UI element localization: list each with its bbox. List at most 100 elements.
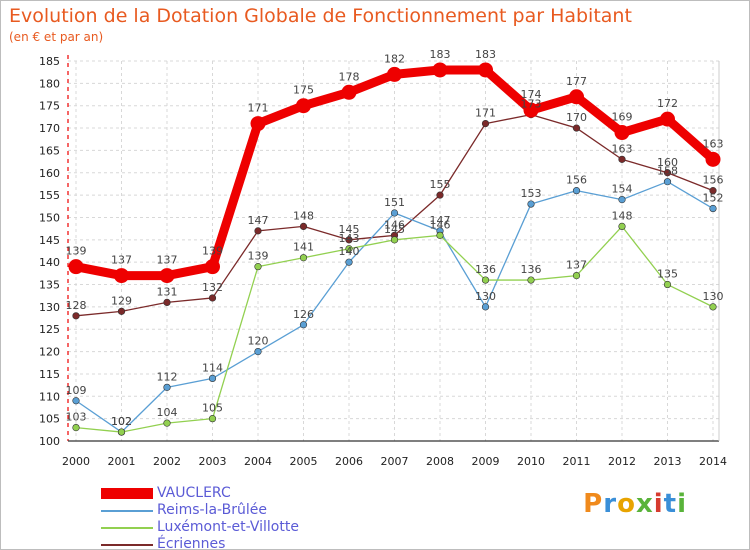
data-point — [481, 303, 490, 311]
data-point — [250, 116, 266, 132]
data-label: 158 — [657, 165, 678, 178]
legend-label: Reims-la-Brûlée — [157, 502, 267, 518]
data-point — [523, 102, 539, 118]
x-tick-label: 2011 — [563, 455, 591, 468]
data-label: 112 — [157, 370, 178, 383]
data-label: 103 — [66, 411, 87, 424]
data-label: 154 — [612, 183, 633, 196]
y-tick-label: 165 — [39, 144, 60, 157]
data-point — [660, 111, 675, 127]
logo-letter: t — [663, 489, 678, 519]
data-point — [163, 419, 171, 427]
data-point — [436, 191, 444, 199]
x-tick-label: 2003 — [199, 455, 227, 468]
data-label: 160 — [657, 156, 678, 169]
data-label: 139 — [66, 245, 87, 258]
data-point — [208, 415, 217, 423]
logo-letter: x — [635, 489, 654, 519]
logo-letter: r — [603, 489, 618, 519]
logo-letter: i — [677, 489, 687, 519]
y-tick-label: 130 — [39, 301, 60, 314]
y-tick-label: 185 — [39, 55, 60, 68]
legend-swatch — [101, 527, 153, 529]
data-label: 153 — [521, 187, 542, 200]
data-label: 139 — [202, 245, 223, 258]
data-point — [345, 258, 353, 266]
logo-letter: o — [617, 489, 636, 519]
x-tick-label: 2010 — [517, 455, 545, 468]
data-label: 147 — [248, 214, 269, 227]
data-label: 136 — [475, 263, 496, 276]
data-label: 148 — [293, 209, 314, 222]
data-point — [569, 89, 584, 105]
logo-letter: i — [653, 489, 664, 519]
data-label: 146 — [430, 218, 451, 231]
data-point — [390, 209, 399, 217]
data-point — [481, 276, 490, 284]
x-tick-label: 2000 — [62, 455, 90, 468]
data-label: 174 — [521, 88, 542, 101]
data-label: 139 — [248, 250, 269, 263]
chart-subtitle: (en € et par an) — [9, 30, 104, 44]
data-point — [299, 222, 308, 231]
legend-label: Écriennes — [157, 536, 226, 550]
data-label: 156 — [703, 174, 724, 187]
x-tick-label: 2008 — [426, 455, 454, 468]
x-tick-label: 2004 — [244, 455, 272, 468]
data-point — [527, 200, 535, 208]
data-label: 102 — [111, 415, 132, 428]
data-point — [572, 124, 581, 132]
data-label: 169 — [612, 111, 633, 124]
y-tick-label: 110 — [39, 390, 60, 403]
data-point — [572, 187, 581, 195]
data-point — [572, 271, 581, 280]
data-point — [709, 204, 717, 213]
data-point — [296, 98, 311, 114]
data-point — [618, 155, 626, 163]
data-label: 104 — [157, 406, 178, 419]
data-point — [387, 66, 402, 82]
x-tick-label: 2012 — [608, 455, 636, 468]
data-label: 156 — [566, 174, 587, 187]
data-label: 148 — [612, 209, 633, 222]
data-point — [205, 259, 220, 275]
data-point — [345, 245, 353, 253]
y-tick-label: 170 — [39, 122, 60, 135]
data-point — [72, 423, 80, 432]
legend-swatch — [101, 544, 153, 546]
x-tick-label: 2013 — [654, 455, 682, 468]
data-label: 114 — [202, 361, 223, 374]
data-label: 145 — [339, 223, 360, 236]
data-point — [345, 236, 353, 244]
data-label: 183 — [430, 48, 451, 61]
data-point — [163, 383, 171, 391]
y-tick-label: 115 — [39, 368, 60, 381]
data-point — [709, 303, 717, 311]
data-label: 120 — [248, 335, 269, 348]
x-tick-label: 2002 — [153, 455, 181, 468]
data-point — [163, 298, 171, 307]
y-tick-label: 135 — [39, 279, 60, 292]
y-tick-label: 145 — [39, 234, 60, 247]
data-point — [527, 276, 535, 284]
y-tick-label: 180 — [39, 77, 60, 90]
data-label: 126 — [293, 308, 314, 321]
data-point — [254, 227, 262, 235]
data-label: 183 — [475, 48, 496, 61]
data-label: 145 — [384, 223, 405, 236]
data-label: 137 — [157, 254, 178, 267]
data-label: 109 — [66, 384, 87, 397]
y-tick-label: 105 — [39, 413, 60, 426]
data-label: 152 — [703, 192, 724, 205]
data-label: 141 — [293, 241, 314, 254]
data-point — [709, 187, 717, 195]
data-label: 130 — [703, 290, 724, 303]
legend-label: Luxémont-et-Villotte — [157, 519, 299, 535]
data-point — [478, 62, 493, 78]
data-point — [341, 84, 357, 100]
data-label: 130 — [475, 290, 496, 303]
x-tick-label: 2005 — [290, 455, 318, 468]
legend-label: VAUCLERC — [157, 485, 231, 501]
data-label: 143 — [339, 232, 360, 245]
